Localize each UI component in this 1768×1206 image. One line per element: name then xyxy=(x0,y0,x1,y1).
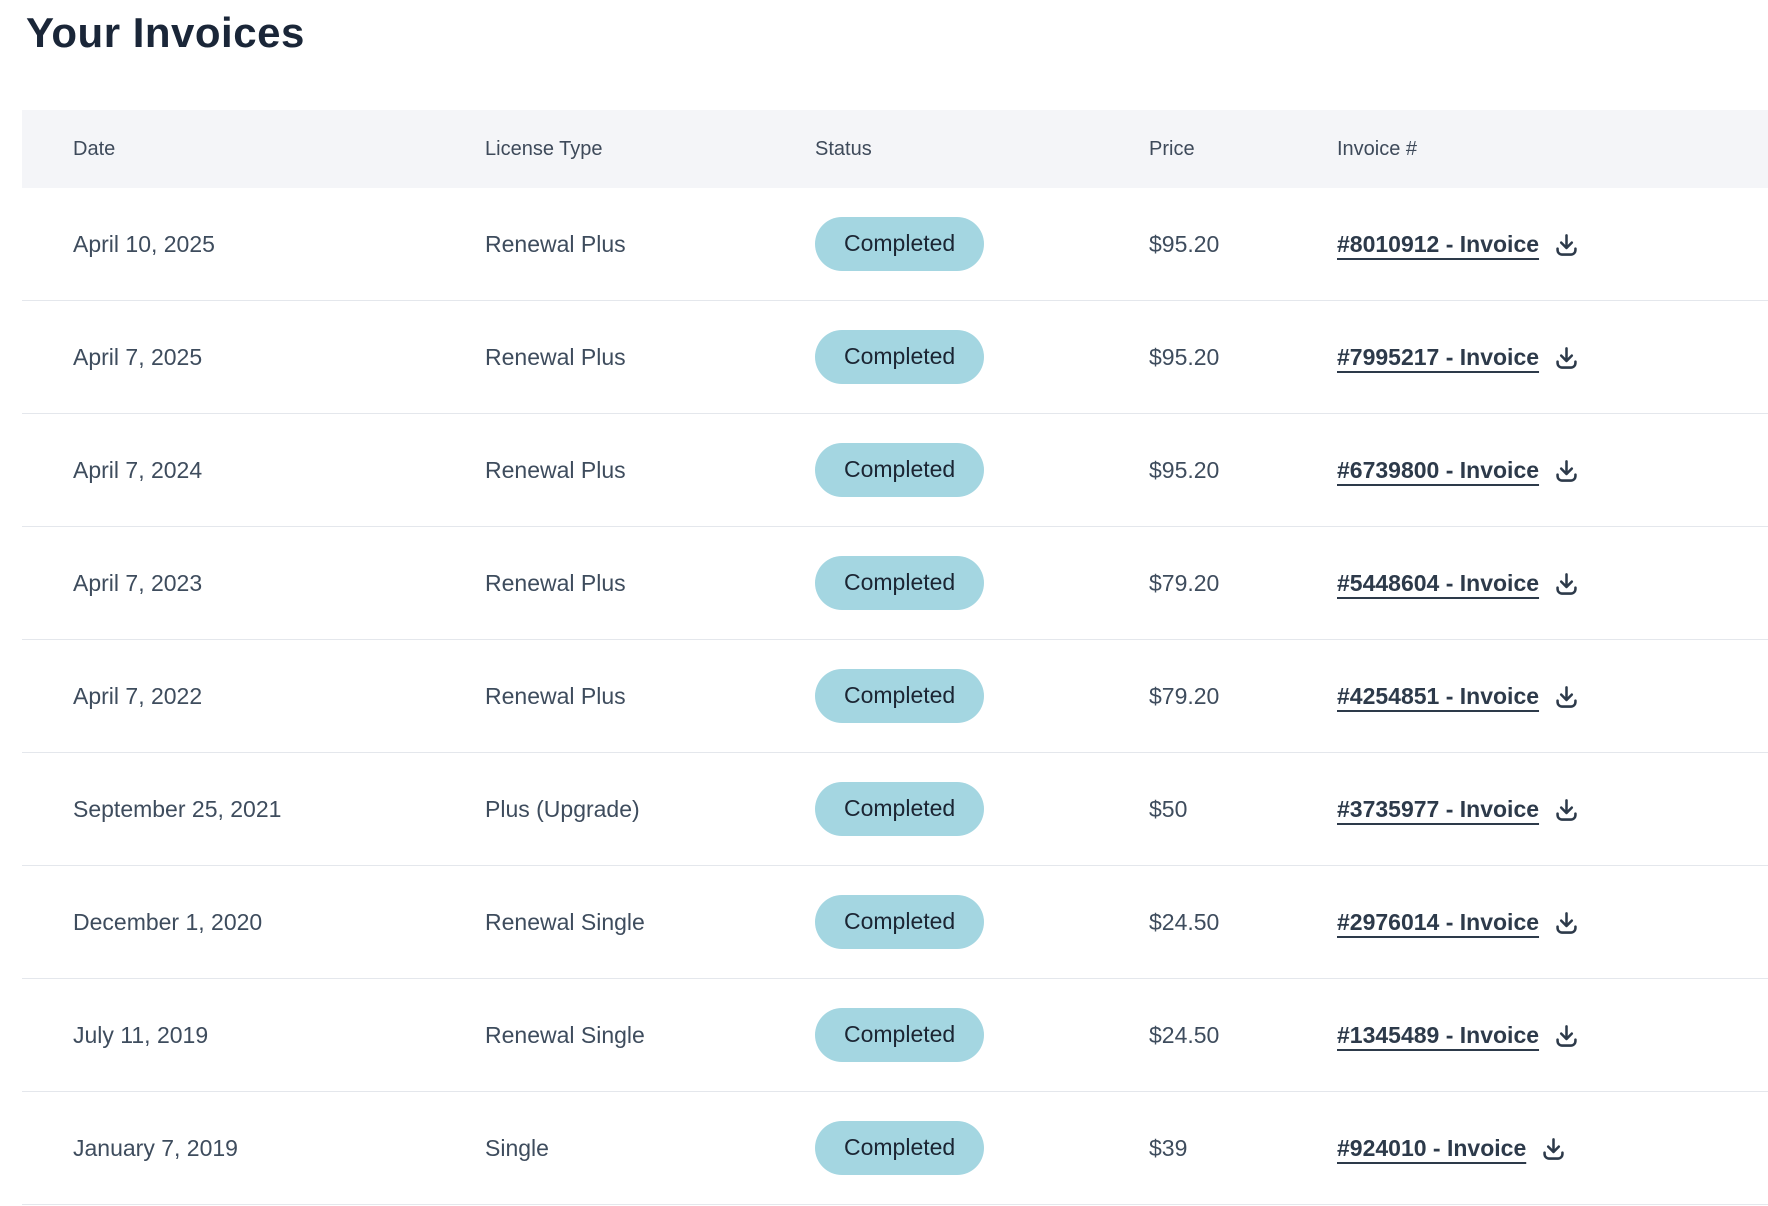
status-badge: Completed xyxy=(815,895,985,949)
table-header: Date License Type Status Price Invoice # xyxy=(22,110,1768,188)
invoice-link[interactable]: #1345489 - Invoice xyxy=(1337,1021,1540,1048)
invoice-price: $24.50 xyxy=(1149,1021,1220,1048)
invoice-price: $95.20 xyxy=(1149,343,1220,370)
invoices-table: Date License Type Status Price Invoice #… xyxy=(22,110,1768,1205)
download-icon[interactable] xyxy=(1552,231,1581,260)
invoice-link[interactable]: #5448604 - Invoice xyxy=(1337,569,1540,596)
invoice-price: $79.20 xyxy=(1149,682,1220,709)
status-badge: Completed xyxy=(815,669,985,723)
status-badge: Completed xyxy=(815,782,985,836)
license-type: Renewal Plus xyxy=(485,682,626,709)
download-icon[interactable] xyxy=(1552,909,1581,938)
license-type: Renewal Plus xyxy=(485,343,626,370)
invoice-link[interactable]: #3735977 - Invoice xyxy=(1337,795,1540,822)
column-header-price: Price xyxy=(1149,137,1195,160)
invoice-date: April 7, 2024 xyxy=(73,456,203,483)
invoice-date: April 7, 2022 xyxy=(73,682,203,709)
invoice-price: $95.20 xyxy=(1149,230,1220,257)
invoice-link[interactable]: #6739800 - Invoice xyxy=(1337,456,1540,483)
license-type: Renewal Plus xyxy=(485,230,626,257)
license-type: Single xyxy=(485,1134,549,1161)
invoice-date: January 7, 2019 xyxy=(73,1134,238,1161)
column-header-license: License Type xyxy=(485,137,603,160)
page-title: Your Invoices xyxy=(26,9,305,56)
table-row: September 25, 2021 Plus (Upgrade) Comple… xyxy=(22,753,1768,866)
status-badge: Completed xyxy=(815,330,985,384)
download-icon[interactable] xyxy=(1552,1022,1581,1051)
invoice-date: April 10, 2025 xyxy=(73,230,215,257)
table-row: December 1, 2020 Renewal Single Complete… xyxy=(22,866,1768,979)
download-icon[interactable] xyxy=(1552,344,1581,373)
table-row: April 7, 2024 Renewal Plus Completed $95… xyxy=(22,414,1768,527)
invoice-date: December 1, 2020 xyxy=(73,908,263,935)
download-icon[interactable] xyxy=(1552,796,1581,825)
invoice-link[interactable]: #8010912 - Invoice xyxy=(1337,230,1540,257)
invoice-link[interactable]: #924010 - Invoice xyxy=(1337,1134,1527,1161)
table-row: July 11, 2019 Renewal Single Completed $… xyxy=(22,979,1768,1092)
table-row: April 7, 2022 Renewal Plus Completed $79… xyxy=(22,640,1768,753)
table-body: April 10, 2025 Renewal Plus Completed $9… xyxy=(22,188,1768,1205)
status-badge: Completed xyxy=(815,1121,985,1175)
download-icon[interactable] xyxy=(1552,570,1581,599)
download-icon[interactable] xyxy=(1552,683,1581,712)
invoice-link[interactable]: #2976014 - Invoice xyxy=(1337,908,1540,935)
license-type: Plus (Upgrade) xyxy=(485,795,640,822)
invoice-link[interactable]: #4254851 - Invoice xyxy=(1337,682,1540,709)
table-row: April 7, 2025 Renewal Plus Completed $95… xyxy=(22,301,1768,414)
invoice-date: July 11, 2019 xyxy=(73,1021,209,1048)
invoice-price: $50 xyxy=(1149,795,1188,822)
invoice-price: $39 xyxy=(1149,1134,1188,1161)
invoice-price: $95.20 xyxy=(1149,456,1220,483)
invoice-date: April 7, 2025 xyxy=(73,343,203,370)
status-badge: Completed xyxy=(815,1008,985,1062)
table-row: January 7, 2019 Single Completed $39 #92… xyxy=(22,1092,1768,1205)
license-type: Renewal Single xyxy=(485,1021,645,1048)
invoice-link[interactable]: #7995217 - Invoice xyxy=(1337,343,1540,370)
column-header-date: Date xyxy=(73,137,116,160)
column-header-status: Status xyxy=(815,137,872,160)
invoice-date: April 7, 2023 xyxy=(73,569,203,596)
status-badge: Completed xyxy=(815,443,985,497)
invoice-date: September 25, 2021 xyxy=(73,795,282,822)
license-type: Renewal Plus xyxy=(485,456,626,483)
download-icon[interactable] xyxy=(1539,1135,1568,1164)
license-type: Renewal Single xyxy=(485,908,645,935)
table-row: April 10, 2025 Renewal Plus Completed $9… xyxy=(22,188,1768,301)
invoice-price: $24.50 xyxy=(1149,908,1220,935)
column-header-invoice: Invoice # xyxy=(1337,137,1418,160)
invoice-price: $79.20 xyxy=(1149,569,1220,596)
license-type: Renewal Plus xyxy=(485,569,626,596)
download-icon[interactable] xyxy=(1552,457,1581,486)
table-row: April 7, 2023 Renewal Plus Completed $79… xyxy=(22,527,1768,640)
status-badge: Completed xyxy=(815,217,985,271)
status-badge: Completed xyxy=(815,556,985,610)
